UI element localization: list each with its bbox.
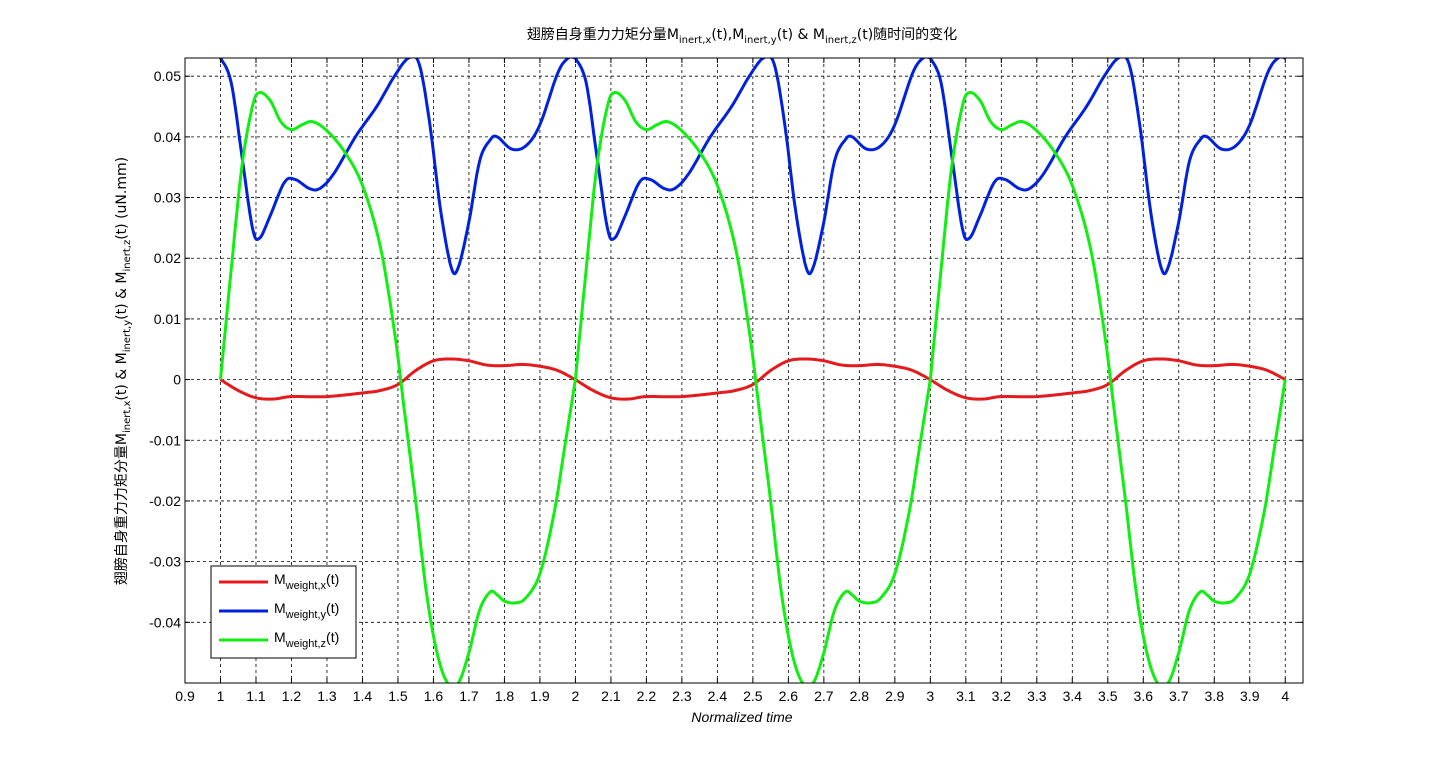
- x-tick-label: 3.9: [1240, 688, 1260, 704]
- x-tick-label: 3.1: [956, 688, 976, 704]
- x-tick-label: 3: [926, 688, 934, 704]
- series-layer: [219, 58, 1287, 683]
- title-m2: M: [732, 27, 744, 43]
- x-tick-label: 1.5: [388, 688, 408, 704]
- x-tick-label: 2.7: [814, 688, 834, 704]
- y-tick-label: 0.01: [154, 311, 181, 327]
- ylabel-t1: (t) &: [114, 364, 130, 400]
- x-tick-label: 1.9: [530, 688, 550, 704]
- x-tick-label: 0.9: [175, 688, 195, 704]
- x-tick-label: 3.3: [1027, 688, 1047, 704]
- title-t3: (t)随时间的变化: [857, 27, 957, 43]
- x-tick-label: 3.8: [1205, 688, 1225, 704]
- title-sub1: inert,x: [679, 35, 711, 46]
- y-tick-label: 0: [173, 372, 181, 388]
- ylabel-t2: (t) &: [114, 284, 130, 320]
- y-tick-label: 0.05: [154, 68, 181, 84]
- x-tick-label: 3.2: [992, 688, 1012, 704]
- x-axis-label: Normalized time: [691, 709, 792, 725]
- y-tick-label: 0.02: [154, 250, 181, 266]
- title-prefix: 翅膀自身重力力矩分量: [527, 26, 667, 43]
- x-tick-label: 1.1: [246, 688, 266, 704]
- x-tick-label: 3.5: [1098, 688, 1118, 704]
- title-sub2: inert,y: [744, 35, 776, 46]
- x-tick-label: 2: [572, 688, 580, 704]
- x-tick-label: 1.7: [459, 688, 479, 704]
- x-tick-label: 1.6: [424, 688, 444, 704]
- series-line-weight-z: [219, 90, 1287, 683]
- x-tick-label: 2.6: [779, 688, 799, 704]
- x-tick-label: 1.3: [317, 688, 337, 704]
- x-tick-label: 2.2: [637, 688, 657, 704]
- ylabel-sub2: inert,y: [122, 320, 133, 352]
- title-m1: M: [667, 27, 679, 43]
- y-tick-label: -0.03: [149, 554, 181, 570]
- ylabel-m2: M: [114, 352, 130, 364]
- title-t1: (t),: [711, 27, 732, 43]
- x-tick-label: 3.6: [1134, 688, 1154, 704]
- series-line-weight-x: [219, 357, 1286, 401]
- x-tick-label: 1.8: [495, 688, 515, 704]
- x-tick-label: 3.7: [1169, 688, 1189, 704]
- x-tick-label: 2.9: [885, 688, 905, 704]
- y-axis-label: 翅膀自身重力力矩分量Minert,x(t) & Minert,y(t) & Mi…: [113, 157, 133, 585]
- ylabel-sub3: inert,z: [122, 240, 133, 272]
- title-m3: M: [813, 27, 825, 43]
- legend-label-x: Mweight,x(t): [274, 571, 339, 592]
- legend-label-z: Mweight,z(t): [274, 629, 339, 650]
- ylabel-sub1: inert,x: [122, 401, 133, 433]
- x-tick-label: 1.4: [353, 688, 373, 704]
- plot-frame: [184, 57, 1304, 684]
- ylabel-t3: (t) (uN.mm): [114, 157, 130, 240]
- x-tick-label: 2.4: [708, 688, 728, 704]
- x-tick-label: 2.1: [601, 688, 621, 704]
- ylabel-m1: M: [114, 433, 130, 445]
- legend-label-y: Mweight,y(t): [274, 600, 339, 621]
- y-tick-label: -0.01: [149, 432, 181, 448]
- x-tick-label: 4: [1281, 688, 1289, 704]
- ylabel-prefix: 翅膀自身重力力矩分量: [113, 445, 130, 585]
- x-tick-label: 2.8: [850, 688, 870, 704]
- chart-title: 翅膀自身重力力矩分量Minert,x(t),Minert,y(t) & Mine…: [527, 26, 957, 46]
- title-t2: (t) &: [777, 27, 813, 43]
- x-tick-label: 3.4: [1063, 688, 1083, 704]
- x-tick-label: 1: [217, 688, 225, 704]
- x-tick-label: 1.2: [282, 688, 302, 704]
- x-tick-label: 2.3: [672, 688, 692, 704]
- ylabel-m3: M: [114, 272, 130, 284]
- y-tick-label: 0.03: [154, 190, 181, 206]
- y-tick-label: -0.02: [149, 493, 181, 509]
- y-tick-label: -0.04: [149, 614, 181, 630]
- y-tick-label: 0.04: [154, 129, 181, 145]
- x-tick-label: 2.5: [743, 688, 763, 704]
- legend: Mweight,x(t) Mweight,y(t) Mweight,z(t): [210, 565, 357, 659]
- title-sub3: inert,z: [825, 35, 857, 46]
- axis-ticks: 0.9 1 1.1 1.2 1.3 1.4 1.5 1.6 1.7 1.8 1.9 2 2.1 2.2 2.…: [149, 58, 1303, 704]
